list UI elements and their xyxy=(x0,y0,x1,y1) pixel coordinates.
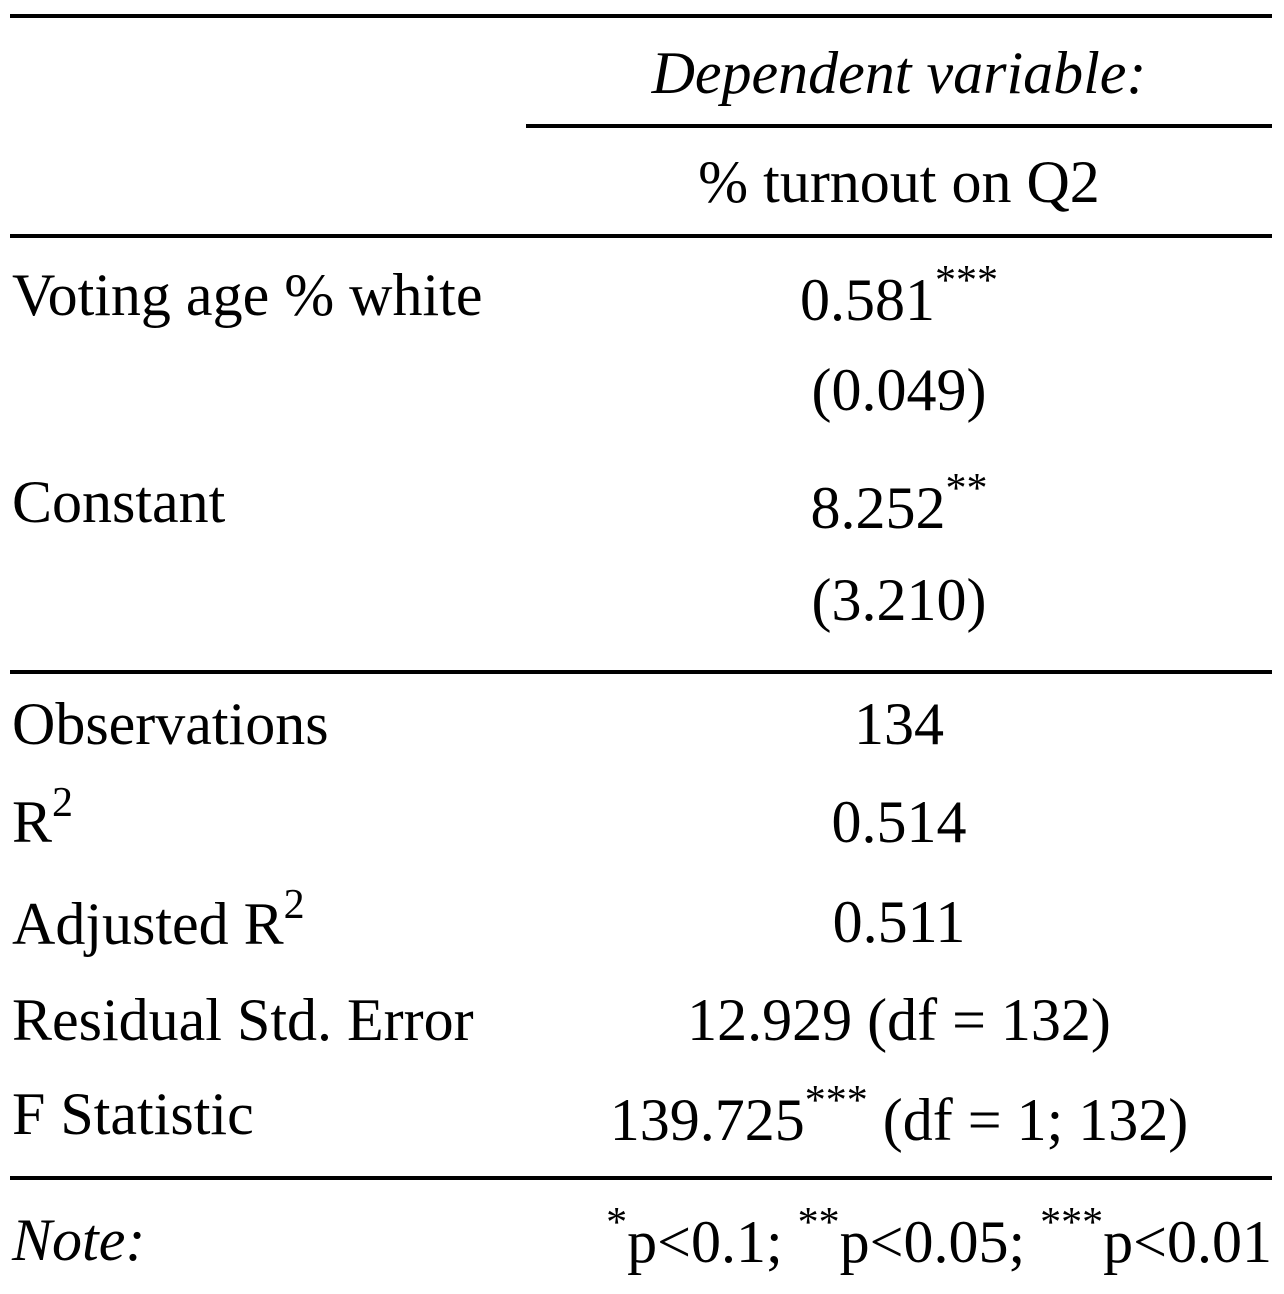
row-label-white: Voting age % white xyxy=(12,262,483,328)
stat-value-rse: 12.929 (df = 132) xyxy=(687,987,1111,1053)
coef-white: 0.581*** xyxy=(526,260,1272,333)
fstat-stars: *** xyxy=(804,1078,868,1124)
stat-label-r2-text: R xyxy=(12,789,53,855)
stat-label-adj-r2-sup: 2 xyxy=(283,882,305,928)
coef-white-stars: *** xyxy=(935,258,998,304)
stat-label-adj-r2: Adjusted R2 xyxy=(12,884,305,957)
stat-value-r2: 0.514 xyxy=(831,789,967,855)
note-label: Note: xyxy=(12,1207,146,1273)
stats-bottom-rule xyxy=(10,1176,1272,1180)
note-p-2: p<0.05; xyxy=(839,1209,1041,1275)
top-rule xyxy=(10,14,1272,18)
fstat-value: 139.725 xyxy=(609,1087,805,1153)
stat-label-r2: R2 xyxy=(12,782,73,855)
note-star-1: * xyxy=(606,1200,628,1246)
dependent-variable-rule xyxy=(526,124,1272,128)
stat-label-fstat: F Statistic xyxy=(12,1081,254,1147)
stat-value-adj-r2: 0.511 xyxy=(832,889,966,955)
header-bottom-rule xyxy=(10,234,1272,238)
dependent-variable-name: % turnout on Q2 xyxy=(698,149,1100,215)
row-label-constant: Constant xyxy=(12,469,226,535)
note-p-3: p<0.01 xyxy=(1103,1209,1272,1275)
note-significance: *p<0.1; **p<0.05; ***p<0.01 xyxy=(606,1202,1272,1275)
coef-white-value: 0.581 xyxy=(800,267,935,333)
stat-value-observations: 134 xyxy=(854,691,944,757)
note-p-1: p<0.1; xyxy=(627,1209,798,1275)
dependent-variable-label: Dependent variable: xyxy=(651,40,1147,106)
note-star-2: ** xyxy=(797,1200,840,1246)
stat-label-adj-r2-text: Adjusted R xyxy=(12,891,284,957)
se-constant: (3.210) xyxy=(811,567,987,633)
stat-label-r2-sup: 2 xyxy=(52,780,74,826)
coef-constant-stars: ** xyxy=(945,466,988,512)
coefficients-bottom-rule xyxy=(10,670,1272,674)
coef-constant-value: 8.252 xyxy=(810,475,946,541)
stat-label-rse: Residual Std. Error xyxy=(12,987,474,1053)
se-white: (0.049) xyxy=(811,357,987,423)
stat-value-fstat: 139.725*** (df = 1; 132) xyxy=(526,1080,1272,1153)
fstat-df: (df = 1; 132) xyxy=(867,1087,1189,1153)
stat-label-observations: Observations xyxy=(12,691,329,757)
coef-constant: 8.252** xyxy=(526,468,1272,541)
note-star-3: *** xyxy=(1040,1200,1104,1246)
